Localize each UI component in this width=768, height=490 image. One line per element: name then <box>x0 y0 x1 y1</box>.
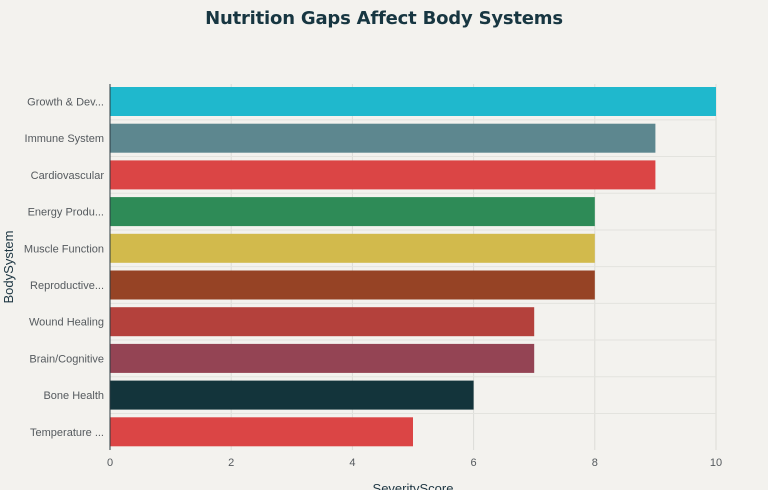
bar <box>110 380 474 410</box>
y-tick-label: Brain/Cognitive <box>29 353 104 365</box>
y-tick-label: Bone Health <box>43 390 104 402</box>
y-tick-label: Energy Produ... <box>28 207 104 219</box>
bar <box>110 87 716 116</box>
y-axis-title: BodySystem <box>1 231 16 304</box>
y-tick-label: Reproductive... <box>30 280 104 292</box>
x-axis-title: SeverityScore <box>373 481 454 490</box>
y-tick-label: Wound Healing <box>29 317 104 329</box>
y-tick-label: Immune System <box>25 133 104 145</box>
bar <box>110 307 535 337</box>
bar <box>110 160 656 190</box>
x-tick-label: 0 <box>107 457 113 469</box>
x-tick-label: 4 <box>349 457 355 469</box>
x-tick-label: 8 <box>592 457 598 469</box>
labels: 0 2 4 6 8 10 Growth & Dev... Immune System Cardi… <box>1 97 722 490</box>
bar <box>110 417 413 447</box>
bar <box>110 233 595 263</box>
y-tick-label: Cardiovascular <box>31 170 105 182</box>
x-tick-label: 2 <box>228 457 234 469</box>
bars <box>110 87 716 447</box>
chart-title: Nutrition Gaps Affect Body Systems <box>205 8 563 29</box>
x-tick-label: 6 <box>471 457 477 469</box>
x-tick-label: 10 <box>710 457 722 469</box>
bar <box>110 197 595 227</box>
y-tick-label: Muscle Function <box>24 243 104 255</box>
y-tick-label: Growth & Dev... <box>27 97 104 109</box>
y-tick-label: Temperature ... <box>30 427 104 439</box>
bar <box>110 123 656 153</box>
bar <box>110 270 595 300</box>
bar <box>110 343 535 373</box>
